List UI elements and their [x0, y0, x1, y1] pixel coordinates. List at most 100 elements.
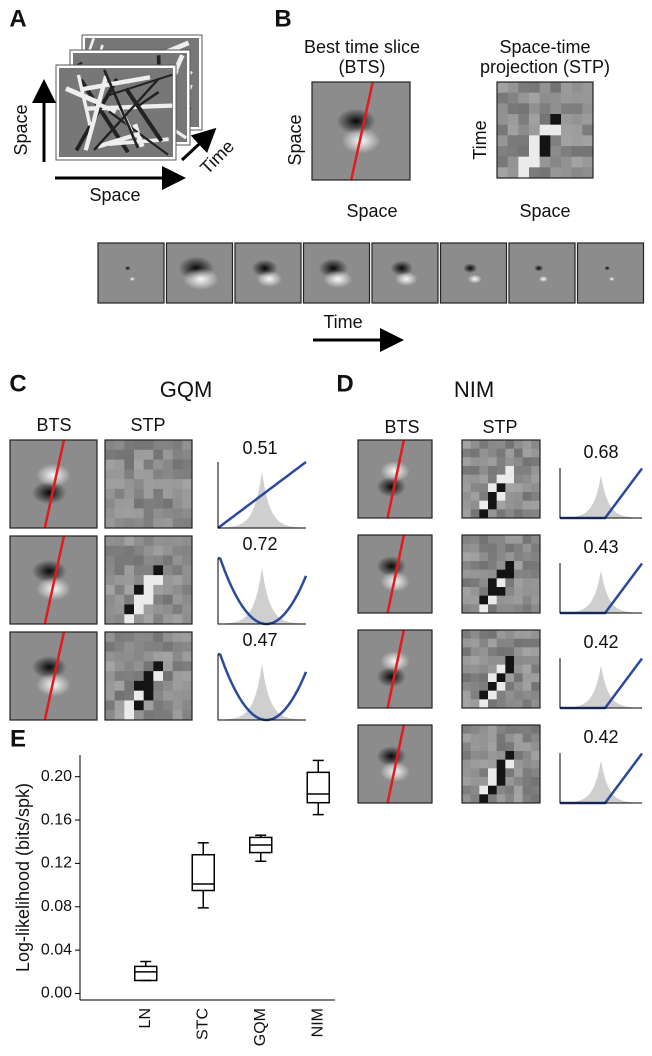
pixel — [479, 734, 488, 743]
pixel — [514, 794, 523, 803]
pixel — [505, 578, 514, 587]
pixel — [488, 604, 497, 613]
pixel — [497, 492, 506, 501]
nonlinearity-plot — [560, 753, 642, 803]
axis-label: Time — [470, 120, 490, 159]
pixel — [514, 699, 523, 708]
pixel — [182, 585, 192, 595]
pixel — [505, 552, 514, 561]
pixel — [531, 501, 540, 510]
pixel — [488, 492, 497, 501]
column-label: STP — [482, 417, 517, 437]
pixel — [505, 794, 514, 803]
pixel — [523, 501, 532, 510]
pixel — [182, 508, 192, 518]
weight-label: 0.72 — [242, 534, 277, 554]
pixel — [523, 691, 532, 700]
pixel — [462, 725, 471, 734]
pixel — [497, 760, 506, 769]
pixel — [523, 466, 532, 475]
pixel — [514, 725, 523, 734]
pixel — [540, 167, 551, 178]
pixel — [182, 479, 192, 489]
pixel — [479, 509, 488, 518]
pixel — [479, 751, 488, 760]
pixel — [115, 460, 125, 470]
pixel — [153, 489, 163, 499]
y-tick-label: 0.12 — [41, 855, 72, 872]
panel-title: Space-time — [499, 37, 590, 57]
pixel — [497, 157, 508, 168]
pixel — [518, 146, 529, 157]
pixel — [523, 734, 532, 743]
pixel — [497, 647, 506, 656]
pixel — [462, 466, 471, 475]
pixel — [497, 93, 508, 104]
pixel — [124, 489, 134, 499]
pixel — [462, 647, 471, 656]
pixel — [462, 673, 471, 682]
pixel — [488, 509, 497, 518]
pixel — [471, 449, 480, 458]
pixel — [497, 561, 506, 570]
pixel — [462, 751, 471, 760]
pixel — [531, 604, 540, 613]
pixel — [144, 479, 154, 489]
pixel — [115, 710, 125, 720]
pixel — [497, 656, 506, 665]
blob — [129, 277, 135, 281]
pixel — [488, 725, 497, 734]
stp-image — [462, 725, 541, 804]
pixel — [505, 673, 514, 682]
pixel — [163, 652, 173, 662]
pixel — [518, 125, 529, 136]
pixel — [497, 578, 506, 587]
pixel — [497, 570, 506, 579]
pixel — [479, 725, 488, 734]
pixel — [115, 604, 125, 614]
pixel — [497, 135, 508, 146]
pixel — [182, 700, 192, 710]
pixel — [471, 492, 480, 501]
stp-image — [462, 440, 541, 519]
pixel — [173, 595, 183, 605]
pixel — [531, 656, 540, 665]
panel-title: NIM — [454, 377, 494, 402]
pixel — [462, 457, 471, 466]
nonlinearity-plot — [560, 658, 642, 708]
pixel — [124, 614, 134, 624]
weight-label: 0.47 — [242, 630, 277, 650]
pixel — [153, 479, 163, 489]
y-tick-label: 0.00 — [41, 985, 72, 1002]
pixel — [105, 632, 115, 642]
pixel — [523, 665, 532, 674]
pixel — [505, 647, 514, 656]
pixel — [163, 661, 173, 671]
pixel — [105, 508, 115, 518]
stimulus-distribution — [560, 476, 642, 519]
pixel — [173, 691, 183, 701]
pixel — [488, 665, 497, 674]
nonlinearity-plot — [218, 654, 306, 720]
pixel — [523, 570, 532, 579]
pixel — [479, 561, 488, 570]
pixel — [550, 125, 561, 136]
pixel — [488, 570, 497, 579]
stimulus-distribution — [560, 571, 642, 614]
pixel — [144, 508, 154, 518]
pixel — [182, 661, 192, 671]
pixel — [471, 457, 480, 466]
pixel — [144, 671, 154, 681]
pixel — [144, 681, 154, 691]
pixel — [144, 585, 154, 595]
pixel — [163, 595, 173, 605]
pixel — [471, 699, 480, 708]
pixel — [134, 642, 144, 652]
pixel — [124, 681, 134, 691]
pixel — [540, 114, 551, 125]
pixel — [479, 570, 488, 579]
pixel — [124, 469, 134, 479]
y-tick-label: 0.16 — [41, 811, 72, 828]
pixel — [471, 673, 480, 682]
pixel — [173, 614, 183, 624]
